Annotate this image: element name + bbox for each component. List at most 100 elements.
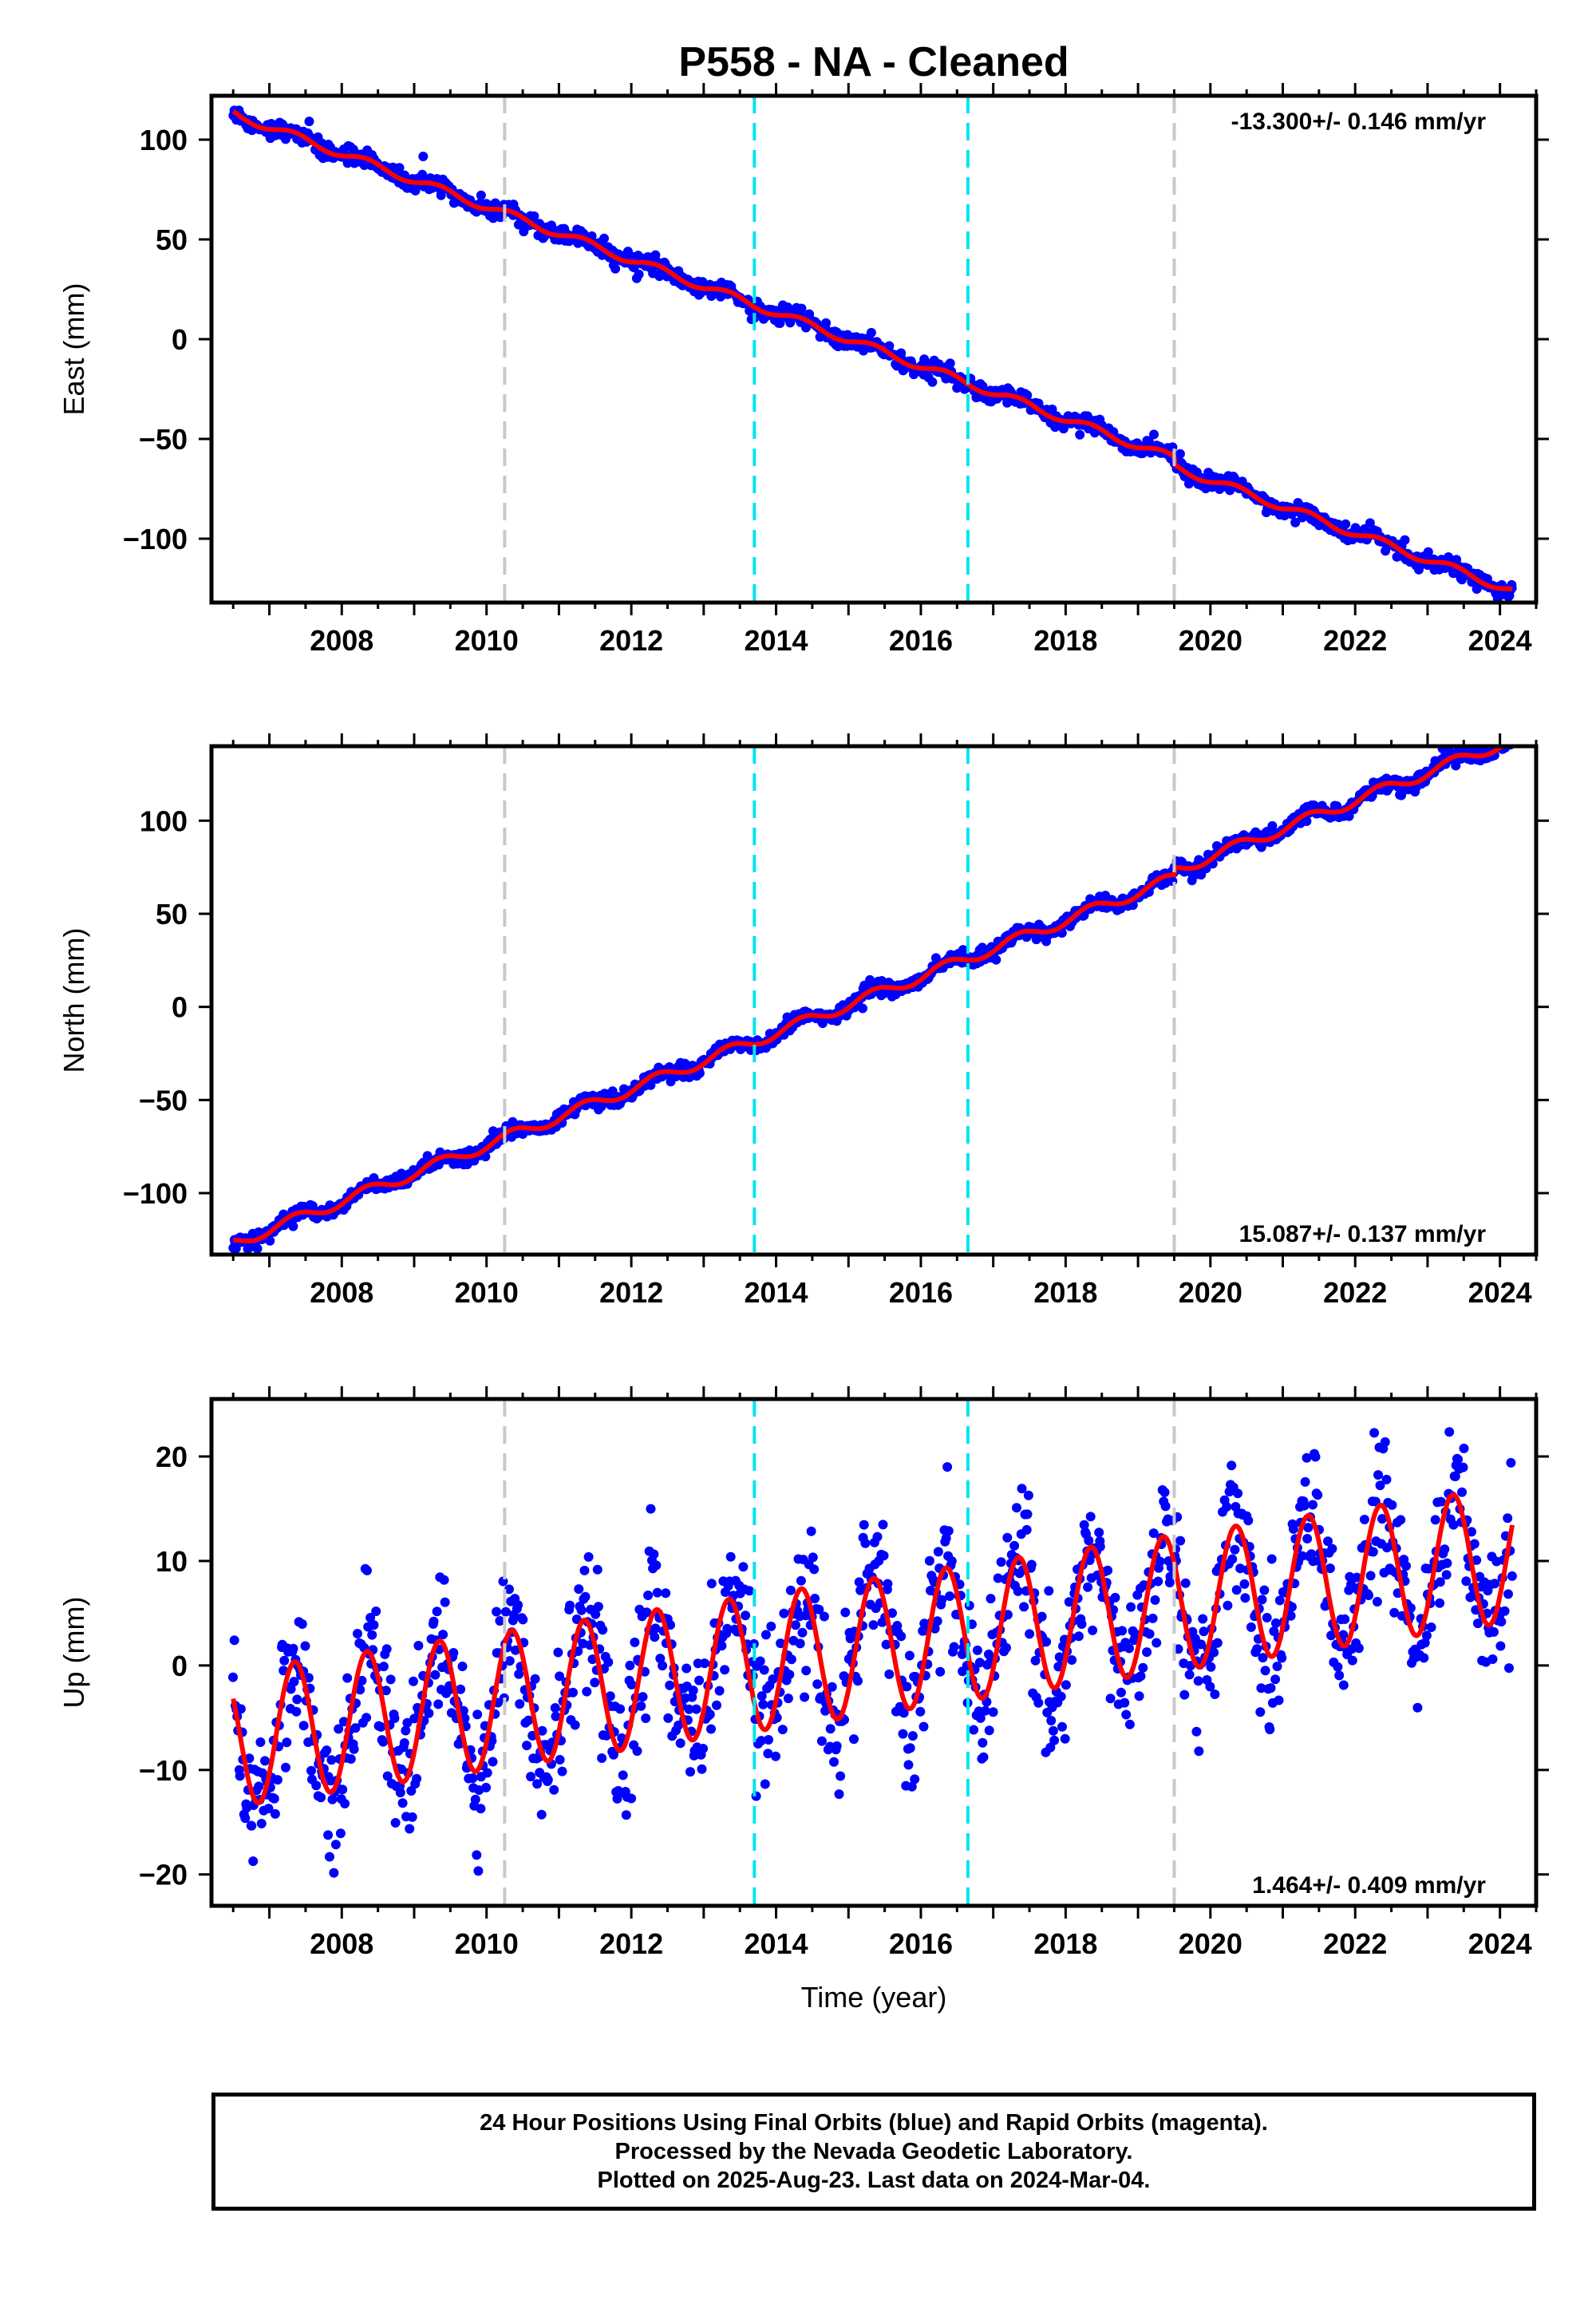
up-data-point (618, 1770, 628, 1780)
up-data-point (1333, 1662, 1343, 1672)
up-data-point (1103, 1565, 1113, 1575)
up-data-point (1022, 1509, 1033, 1520)
up-y-tick-label: 20 (156, 1441, 188, 1473)
north-data-point (1302, 816, 1312, 826)
up-data-point (526, 1772, 536, 1782)
up-data-point (350, 1723, 361, 1733)
up-data-point (1023, 1490, 1033, 1500)
up-data-point (406, 1786, 417, 1796)
up-x-tick-label: 2012 (599, 1927, 663, 1960)
up-data-point (941, 1533, 951, 1543)
up-data-point (385, 1674, 396, 1685)
up-data-point (1002, 1532, 1013, 1543)
up-data-point (1175, 1535, 1186, 1546)
up-data-point (381, 1644, 392, 1654)
up-data-point (1193, 1676, 1203, 1686)
up-data-point (511, 1645, 520, 1655)
footer-line-orbits: 24 Hour Positions Using Final Orbits (bl… (480, 2110, 1268, 2136)
up-data-point (845, 1634, 855, 1643)
east-data-point (1075, 429, 1085, 440)
up-data-point (993, 1573, 1003, 1583)
up-data-point (306, 1765, 316, 1776)
up-data-point (1270, 1674, 1281, 1685)
up-data-point (476, 1804, 486, 1814)
up-data-point (1365, 1571, 1376, 1581)
north-y-tick-label: −100 (123, 1177, 188, 1210)
east-data-point (610, 263, 621, 274)
up-data-point (808, 1552, 818, 1563)
up-data-point (766, 1621, 776, 1631)
up-data-point (763, 1749, 773, 1759)
up-data-point (1266, 1683, 1276, 1694)
east-data-point (476, 190, 486, 200)
up-data-point (625, 1660, 635, 1670)
north-data-point (858, 1003, 867, 1014)
up-data-point (777, 1725, 788, 1735)
east-y-tick-label: −50 (139, 423, 188, 456)
up-data-point (661, 1588, 671, 1599)
up-data-point (832, 1741, 842, 1751)
up-data-point (1487, 1654, 1498, 1664)
up-data-point (1150, 1595, 1160, 1605)
up-data-point (638, 1692, 648, 1702)
up-data-point (904, 1650, 915, 1661)
up-data-point (543, 1775, 553, 1785)
up-data-point (592, 1564, 602, 1575)
north-rate-label: 15.087+/- 0.137 mm/yr (1239, 1221, 1487, 1247)
east-x-tick-label: 2020 (1179, 624, 1242, 657)
up-data-point (334, 1724, 344, 1734)
up-data-point (1037, 1611, 1047, 1622)
up-data-point (760, 1630, 771, 1640)
up-data-point (1377, 1514, 1387, 1524)
up-y-tick-label: 10 (156, 1545, 188, 1578)
up-data-point (650, 1623, 661, 1634)
up-data-point (896, 1631, 907, 1642)
north-data-point (958, 945, 968, 955)
up-data-point (342, 1673, 353, 1683)
up-data-point (1046, 1716, 1057, 1725)
up-data-point (402, 1717, 413, 1728)
up-data-point (760, 1779, 770, 1789)
up-data-point (281, 1762, 290, 1773)
up-data-point (565, 1600, 575, 1611)
up-data-point (598, 1625, 608, 1635)
up-data-point (326, 1755, 337, 1765)
up-data-point (1346, 1579, 1356, 1590)
up-data-point (468, 1773, 478, 1784)
up-data-point (612, 1793, 622, 1804)
east-data-point (1175, 449, 1185, 459)
up-data-point (764, 1735, 773, 1745)
up-data-point (800, 1692, 810, 1702)
up-data-point (335, 1828, 346, 1839)
east-x-tick-label: 2018 (1033, 624, 1097, 657)
north-y-tick-label: 100 (140, 804, 188, 837)
up-data-point (279, 1666, 289, 1676)
up-data-point (768, 1674, 778, 1684)
up-data-point (919, 1618, 930, 1629)
up-data-point (407, 1812, 417, 1822)
up-data-point (1495, 1641, 1506, 1651)
up-data-point (783, 1694, 793, 1704)
up-data-point (1120, 1697, 1130, 1708)
north-x-tick-label: 2014 (744, 1276, 808, 1309)
up-data-point (978, 1737, 988, 1748)
up-data-point (322, 1745, 332, 1756)
east-data-point (796, 303, 807, 314)
up-data-point (518, 1614, 528, 1625)
east-data-point (821, 318, 832, 328)
up-data-point (907, 1731, 918, 1741)
panels-layer: 2008 2010 2012 2014 2016 2018 2020 2022 20241005… (57, 83, 1549, 1960)
up-data-point (1231, 1585, 1242, 1595)
up-data-point (1297, 1551, 1307, 1561)
up-data-point (834, 1789, 844, 1800)
up-data-point (381, 1686, 391, 1696)
up-data-point (1448, 1520, 1459, 1530)
up-data-point (430, 1670, 440, 1680)
up-data-point (646, 1504, 656, 1514)
up-data-point (795, 1638, 805, 1649)
up-data-point (1191, 1726, 1202, 1737)
up-data-point (791, 1620, 800, 1630)
up-data-point (583, 1551, 594, 1562)
up-data-point (946, 1556, 957, 1567)
up-data-point (1209, 1647, 1219, 1658)
